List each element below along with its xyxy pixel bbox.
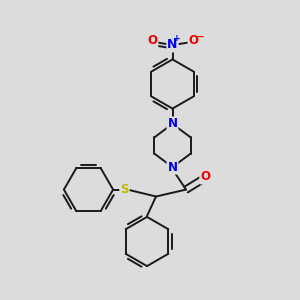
Text: O: O [147, 34, 158, 47]
Text: +: + [173, 34, 181, 43]
Text: O: O [200, 170, 210, 184]
Text: O: O [188, 34, 199, 47]
Text: N: N [167, 38, 178, 52]
Text: −: − [196, 32, 205, 42]
Text: N: N [167, 117, 178, 130]
Text: N: N [167, 160, 178, 174]
Text: S: S [120, 183, 129, 196]
